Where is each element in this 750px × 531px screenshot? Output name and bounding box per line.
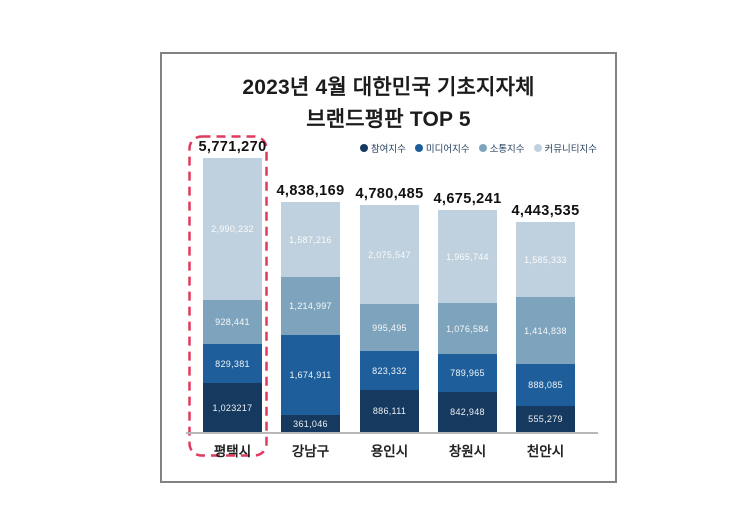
segment-value-label: 2,075,547 <box>368 249 411 260</box>
bar-segment-참여지수: 361,046 <box>281 415 340 432</box>
segment-value-label: 2,990,232 <box>211 224 254 234</box>
category-label: 평택시 <box>213 444 252 459</box>
total-label: 4,675,241 <box>433 191 502 207</box>
bar-segment-소통지수: 928,441 <box>203 300 262 344</box>
chart-frame: 2023년 4월 대한민국 기초지자체 브랜드평판 TOP 5 참여지수 미디어지… <box>160 52 617 483</box>
legend-item-소통지수: 소통지수 <box>478 141 525 155</box>
bar-segment-미디어지수: 823,332 <box>360 351 419 390</box>
bar-segment-소통지수: 1,214,997 <box>281 277 340 335</box>
legend-dot-icon <box>359 144 368 152</box>
legend-dot-icon <box>533 144 542 152</box>
chart-title-line2: 브랜드평판 TOP 5 <box>306 107 471 131</box>
legend-item-참여지수: 참여지수 <box>359 141 406 155</box>
bar-segment-미디어지수: 1,674,911 <box>281 335 340 415</box>
segment-value-label: 789,965 <box>450 368 485 378</box>
legend-label: 참여지수 <box>370 144 406 155</box>
bar-stack: 2,075,547 995,495 823,332 886,111 <box>360 205 419 432</box>
bar-segment-커뮤니티지수: 1,585,333 <box>516 222 575 297</box>
chart-legend: 참여지수 미디어지수 소통지수 커뮤니티지수 <box>359 141 597 155</box>
bar-group-평택시: 5,771,270 2,990,232 928,441 829,381 1,023217… <box>198 139 266 459</box>
segment-value-label: 555,279 <box>528 414 563 424</box>
bar-segment-미디어지수: 789,965 <box>438 354 497 392</box>
bar-group-천안시: 4,443,535 1,585,333 1,414,838 888,085 555,27… <box>511 203 579 459</box>
bar-segment-참여지수: 886,111 <box>360 390 419 432</box>
category-label: 강남구 <box>291 444 330 459</box>
plot-area: 5,771,270 2,990,232 928,441 829,381 1,023217… <box>162 54 615 481</box>
bar-stack: 1,585,333 1,414,838 888,085 555,279 <box>516 222 575 432</box>
category-label: 용인시 <box>370 444 409 459</box>
segment-value-label: 1,214,997 <box>289 301 332 311</box>
legend-label: 커뮤니티지수 <box>544 144 597 155</box>
segment-value-label: 995,495 <box>372 322 407 333</box>
segment-value-label: 361,046 <box>293 418 328 429</box>
bar-segment-미디어지수: 888,085 <box>516 364 575 406</box>
legend-label: 소통지수 <box>489 144 525 155</box>
segment-value-label: 1,965,744 <box>446 251 489 262</box>
segment-value-label: 1,023217 <box>212 402 253 413</box>
segment-value-label: 886,111 <box>372 406 407 416</box>
legend-item-미디어지수: 미디어지수 <box>414 141 470 155</box>
chart-title-line1: 2023년 4월 대한민국 기초지자체 <box>242 76 535 99</box>
bar-segment-소통지수: 1,076,584 <box>438 303 497 354</box>
segment-value-label: 1,674,911 <box>289 370 332 380</box>
legend-item-커뮤니티지수: 커뮤니티지수 <box>533 141 597 155</box>
total-label: 4,443,535 <box>511 203 580 219</box>
segment-value-label: 1,076,584 <box>446 323 489 334</box>
bar-stack: 1,587,216 1,214,997 1,674,911 361,046 <box>281 202 340 432</box>
bar-segment-커뮤니티지수: 1,587,216 <box>281 202 340 277</box>
total-label: 4,780,485 <box>355 186 424 202</box>
segment-value-label: 1,587,216 <box>289 234 332 245</box>
bar-segment-커뮤니티지수: 1,965,744 <box>438 210 497 303</box>
segment-value-label: 928,441 <box>215 317 250 327</box>
segment-value-label: 1,414,838 <box>524 325 567 336</box>
bar-segment-미디어지수: 829,381 <box>203 344 262 383</box>
bar-group-강남구: 4,838,169 1,587,216 1,214,997 1,674,911 361,… <box>276 183 344 459</box>
category-label: 천안시 <box>526 444 565 459</box>
bar-segment-커뮤니티지수: 2,990,232 <box>203 158 262 300</box>
segment-value-label: 842,948 <box>450 407 485 417</box>
category-label: 창원시 <box>448 444 487 459</box>
x-axis-line <box>186 432 598 434</box>
bar-segment-참여지수: 1,023217 <box>203 383 262 432</box>
bar-segment-커뮤니티지수: 2,075,547 <box>360 205 419 304</box>
legend-label: 미디어지수 <box>425 144 470 155</box>
bar-segment-참여지수: 555,279 <box>516 406 575 432</box>
bar-segment-참여지수: 842,948 <box>438 392 497 432</box>
chart-title: 2023년 4월 대한민국 기초지자체 브랜드평판 TOP 5 <box>162 72 615 135</box>
total-label: 4,838,169 <box>276 183 345 199</box>
segment-value-label: 829,381 <box>215 358 250 369</box>
segment-value-label: 888,085 <box>528 380 563 390</box>
legend-dot-icon <box>414 144 423 152</box>
bar-group-창원시: 4,675,241 1,965,744 1,076,584 789,965 842,94… <box>433 191 501 459</box>
segment-value-label: 1,585,333 <box>524 254 567 265</box>
bar-segment-소통지수: 1,414,838 <box>516 297 575 364</box>
total-label: 5,771,270 <box>198 139 267 155</box>
bar-stack: 1,965,744 1,076,584 789,965 842,948 <box>438 210 497 432</box>
legend-dot-icon <box>478 144 487 152</box>
segment-value-label: 823,332 <box>372 365 407 376</box>
bar-group-용인시: 4,780,485 2,075,547 995,495 823,332 886,111 용… <box>355 186 423 459</box>
bar-segment-소통지수: 995,495 <box>360 304 419 351</box>
bar-stack: 2,990,232 928,441 829,381 1,023217 <box>203 158 262 432</box>
